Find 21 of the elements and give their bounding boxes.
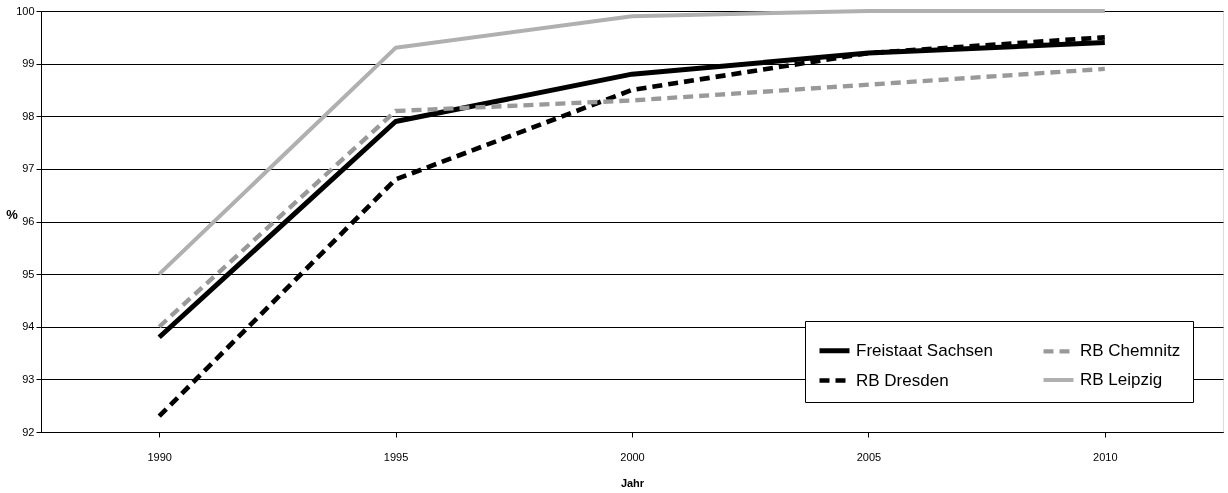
y-tick-label: 97	[22, 162, 35, 175]
x-tick-label: 2010	[1093, 450, 1118, 463]
x-axis-title: Jahr	[620, 476, 645, 489]
x-tick-label: 1995	[383, 450, 409, 463]
x-tick-label: 2005	[856, 450, 882, 463]
legend-label: RB Dresden	[856, 370, 949, 390]
legend-label: Freistaat Sachsen	[856, 340, 994, 360]
y-tick-label: 95	[22, 267, 35, 280]
legend-label: RB Chemnitz	[1080, 341, 1181, 361]
y-tick-label: 100	[16, 4, 35, 17]
x-tick-label: 1990	[147, 450, 172, 463]
legend-label: RB Leipzig	[1080, 370, 1163, 389]
x-tick-label: 2000	[620, 450, 645, 463]
y-tick-label: 98	[22, 109, 35, 122]
y-tick-label: 99	[22, 57, 35, 70]
y-axis-title: %	[6, 207, 19, 222]
y-tick-label: 94	[22, 320, 35, 333]
line-series	[157, 9, 1107, 277]
y-tick-label: 92	[22, 425, 35, 438]
y-tick-label: 93	[22, 372, 35, 385]
y-tick-label: 96	[22, 215, 35, 227]
